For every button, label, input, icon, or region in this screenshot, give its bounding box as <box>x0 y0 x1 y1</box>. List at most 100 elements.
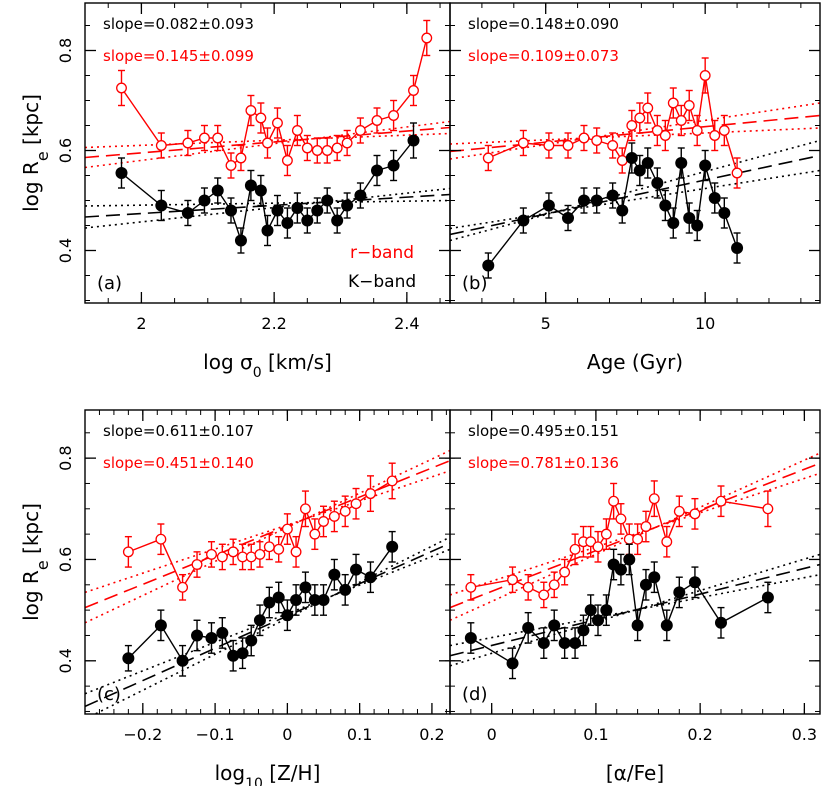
data-point <box>227 546 239 558</box>
data-point <box>542 199 555 212</box>
data-point <box>198 194 211 207</box>
data-point <box>311 145 323 156</box>
fit-band-0-0 <box>85 132 450 149</box>
data-point <box>225 160 237 171</box>
data-point <box>708 192 721 204</box>
data-point <box>273 543 285 555</box>
series-r-band <box>482 57 743 189</box>
x-tick-label: 0.1 <box>347 725 372 744</box>
data-point <box>331 142 343 154</box>
x-axis-label: [α/Fe] <box>606 761 664 785</box>
panel-label: (d) <box>462 684 487 705</box>
data-point <box>272 591 285 604</box>
x-tick-label: −0.2 <box>123 725 162 744</box>
data-point <box>659 130 671 141</box>
fit-band-0-0 <box>85 470 450 594</box>
data-point <box>522 621 535 634</box>
data-point <box>537 637 550 650</box>
series-k-band <box>482 142 744 279</box>
data-point <box>548 579 560 591</box>
series-k-band <box>122 530 399 677</box>
data-point <box>633 164 646 177</box>
x-tick-label: 0.2 <box>419 725 444 744</box>
data-point <box>615 513 627 525</box>
series-r-band <box>465 480 774 609</box>
fit-band-1-0 <box>450 169 820 230</box>
slope-annotation: slope=0.145±0.099 <box>103 47 254 65</box>
data-point <box>199 132 210 144</box>
data-point <box>245 105 257 116</box>
panel-label: (c) <box>97 684 121 705</box>
data-point <box>522 581 534 593</box>
data-point <box>590 194 603 207</box>
data-point <box>234 234 247 247</box>
fit-lines <box>450 102 820 242</box>
data-point <box>253 614 266 627</box>
plot-frame <box>449 409 821 715</box>
data-point <box>661 536 673 548</box>
data-point <box>543 140 555 151</box>
data-point <box>308 594 321 606</box>
fit-band-0-0 <box>450 127 820 145</box>
data-point <box>651 125 663 136</box>
data-point <box>675 115 687 126</box>
data-point <box>600 528 612 540</box>
y-tick-label: 0.4 <box>56 238 75 263</box>
data-point <box>634 112 646 124</box>
data-point <box>301 142 313 154</box>
data-point <box>608 495 620 507</box>
series-r-band <box>122 462 398 601</box>
data-point <box>408 85 419 96</box>
fit-band-1-0 <box>450 573 820 647</box>
data-point <box>640 521 652 532</box>
data-point <box>211 184 224 197</box>
data-point <box>341 137 353 149</box>
data-point <box>371 115 383 126</box>
data-point <box>614 563 627 576</box>
data-point <box>667 217 680 229</box>
slope-annotation: slope=0.495±0.151 <box>468 422 619 440</box>
fit-band-1-1 <box>450 139 820 242</box>
data-point <box>155 140 167 151</box>
y-axis-label: log Re [kpc] <box>19 503 52 621</box>
data-point <box>263 596 276 609</box>
data-point <box>517 137 529 149</box>
data-point <box>642 102 654 114</box>
y-tick-label: 0.6 <box>56 138 75 163</box>
x-tick-label: 0 <box>282 725 292 744</box>
data-point <box>290 594 303 606</box>
data-point <box>354 189 367 202</box>
x-tick-label: 10 <box>695 314 715 333</box>
data-point <box>569 543 581 555</box>
data-point <box>364 571 377 584</box>
data-point <box>660 619 673 632</box>
ticks: −0.2 −0.1 0 0.1 0.2 0.4 0.6 0.8 <box>56 410 450 744</box>
ticks: 5 10 <box>449 3 820 333</box>
data-point <box>591 135 603 146</box>
data-point <box>639 578 652 591</box>
data-point <box>482 259 495 272</box>
fit-band-0-1 <box>85 120 450 169</box>
data-point <box>350 498 362 510</box>
slope-annotation: slope=0.148±0.090 <box>468 15 619 33</box>
data-point <box>387 159 400 172</box>
data-point <box>578 132 590 144</box>
data-point <box>675 157 688 169</box>
data-point <box>623 553 636 566</box>
data-point <box>464 632 477 644</box>
data-point <box>482 152 494 164</box>
data-point <box>548 619 561 632</box>
data-point <box>281 609 294 622</box>
data-point <box>155 533 167 545</box>
data-point <box>648 493 660 505</box>
data-point <box>606 189 619 202</box>
data-point <box>245 634 258 647</box>
y-tick-label: 0.8 <box>56 38 75 63</box>
data-point <box>290 546 302 558</box>
data-point <box>216 551 228 563</box>
slope-annotation: slope=0.109±0.073 <box>468 47 619 65</box>
fit-band-0-0 <box>450 472 820 596</box>
x-tick-label: 2.4 <box>394 314 419 333</box>
data-point <box>625 152 638 164</box>
